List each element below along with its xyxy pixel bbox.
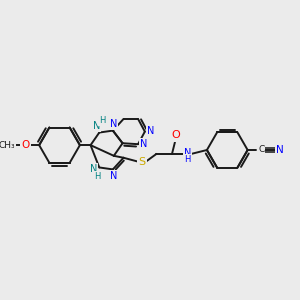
Text: S: S xyxy=(138,157,146,166)
Text: N: N xyxy=(110,171,118,181)
Text: N: N xyxy=(90,164,97,174)
Text: N: N xyxy=(276,145,283,155)
Text: N: N xyxy=(140,139,148,149)
Text: H: H xyxy=(184,155,191,164)
Text: N: N xyxy=(147,126,154,136)
Text: N: N xyxy=(184,148,191,158)
Text: CH₃: CH₃ xyxy=(0,141,16,150)
Text: O: O xyxy=(172,130,180,140)
Text: N: N xyxy=(93,121,100,131)
Text: C: C xyxy=(258,146,264,154)
Text: H: H xyxy=(99,116,105,125)
Text: H: H xyxy=(94,172,101,181)
Text: O: O xyxy=(22,140,30,150)
Text: N: N xyxy=(110,119,118,129)
